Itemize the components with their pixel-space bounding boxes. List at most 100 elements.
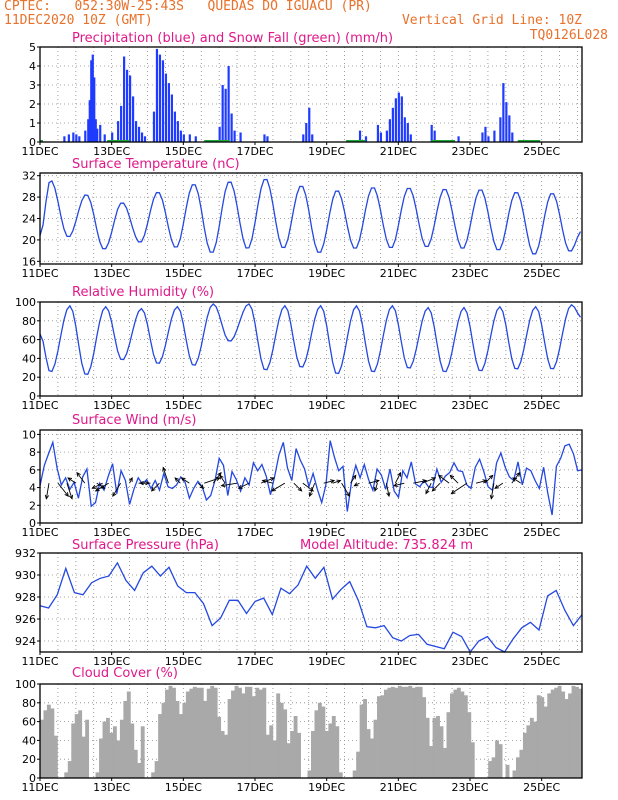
cloud-ytick-label: 60 bbox=[22, 716, 36, 729]
cloud-ytick-label: 0 bbox=[29, 772, 36, 785]
wind-arrow bbox=[112, 482, 122, 497]
precip-bar bbox=[182, 134, 185, 142]
wind-xtick-label: 13DEC bbox=[93, 526, 130, 539]
cloud-bar bbox=[314, 710, 319, 778]
pressure-xtick-label: 15DEC bbox=[165, 655, 202, 668]
cloud-bar bbox=[307, 770, 312, 778]
wind-arrow bbox=[350, 475, 357, 484]
wind-arrow-head bbox=[64, 492, 69, 497]
precip-xtick-label: 17DEC bbox=[236, 145, 273, 158]
cloud-bar bbox=[380, 695, 385, 778]
cloud-bar bbox=[373, 719, 378, 778]
cloud-bar bbox=[575, 686, 579, 778]
precip-bar bbox=[230, 113, 233, 142]
cloud-bar bbox=[404, 686, 409, 778]
cloud-bar bbox=[244, 686, 249, 778]
header-station: CPTEC: 052:30W-25:43S QUEDAS DO IGUACU (… bbox=[4, 0, 372, 14]
header-datetime: 11DEC2020 10Z (GMT) bbox=[4, 13, 153, 28]
wind-arrow bbox=[262, 480, 274, 484]
cloud-xtick-label: 11DEC bbox=[21, 781, 58, 794]
wind-arrow bbox=[449, 475, 459, 484]
wind-arrow bbox=[260, 477, 275, 484]
precip-bar bbox=[391, 107, 394, 142]
precip-bar bbox=[481, 132, 484, 142]
precip-bar bbox=[394, 98, 397, 142]
wind-arrow bbox=[451, 482, 468, 494]
precip-bar bbox=[88, 100, 91, 142]
precip-bar bbox=[358, 130, 362, 142]
wind-arrow bbox=[385, 483, 390, 497]
precip-bar bbox=[161, 60, 165, 142]
precip-bar bbox=[152, 111, 156, 142]
wind-arrow-head bbox=[162, 466, 167, 472]
cloud-ytick-label: 100 bbox=[15, 678, 36, 691]
precip-bar bbox=[266, 136, 269, 142]
cloud-bar bbox=[293, 715, 298, 778]
precip-bar bbox=[400, 96, 403, 142]
rh-xtick-label: 15DEC bbox=[165, 399, 202, 412]
wind-arrow-head bbox=[269, 477, 275, 482]
wind-arrow-head bbox=[219, 474, 224, 480]
precip-bar bbox=[167, 83, 171, 142]
precip-bar bbox=[94, 119, 97, 142]
cloud-bar bbox=[324, 731, 329, 778]
wind-arrow-head bbox=[374, 479, 380, 484]
precip-bar bbox=[111, 132, 114, 142]
cloud-bar bbox=[321, 706, 326, 778]
wind-xtick-label: 17DEC bbox=[236, 526, 273, 539]
precip-bar bbox=[126, 69, 129, 142]
cloud-bar bbox=[557, 685, 562, 778]
wind-arrow-head bbox=[199, 484, 205, 490]
precip-bar bbox=[67, 134, 70, 142]
pressure-ytick-label: 932 bbox=[15, 547, 36, 560]
cloud-bar bbox=[425, 717, 430, 778]
cloud-bar bbox=[456, 687, 461, 778]
precip-bar bbox=[233, 130, 236, 142]
precip-title: Precipitation (blue) and Snow Fall (gree… bbox=[72, 31, 393, 46]
precip-bar bbox=[143, 136, 147, 142]
wind-arrow-head bbox=[386, 492, 391, 498]
temp-xtick-label: 11DEC bbox=[21, 267, 58, 280]
wind-arrow bbox=[212, 472, 222, 484]
pressure-xtick-label: 11DEC bbox=[21, 655, 58, 668]
wind-xtick-label: 21DEC bbox=[380, 526, 417, 539]
rh-xtick-label: 11DEC bbox=[21, 399, 58, 412]
cloud-bar bbox=[272, 740, 277, 778]
precip-xtick-label: 15DEC bbox=[165, 145, 202, 158]
wind-title: Surface Wind (m/s) bbox=[72, 413, 196, 428]
pressure-frame bbox=[39, 552, 583, 653]
cloud-bar bbox=[182, 702, 187, 778]
wind-arrow bbox=[341, 482, 350, 497]
cloud-bar bbox=[366, 729, 371, 778]
cloud-bar bbox=[411, 687, 416, 778]
wind-arrow-head bbox=[431, 487, 437, 492]
precip-bar bbox=[308, 107, 311, 142]
cloud-bar bbox=[408, 685, 413, 778]
wind-arrow-head bbox=[392, 482, 398, 487]
cloud-bar bbox=[488, 761, 493, 778]
cloud-bar bbox=[377, 696, 381, 778]
cloud-bar bbox=[102, 721, 107, 778]
rh-xtick-label: 17DEC bbox=[236, 399, 273, 412]
precip-frame bbox=[39, 46, 583, 143]
wind-ytick-label: 10 bbox=[22, 428, 36, 441]
cloud-bar bbox=[328, 723, 333, 778]
wind-arrow-head bbox=[128, 477, 133, 482]
cloud-bar bbox=[78, 710, 83, 778]
wind-arrow bbox=[95, 482, 109, 492]
cloud-bar bbox=[363, 699, 367, 778]
precip-bar bbox=[376, 124, 380, 142]
cloud-xtick-label: 19DEC bbox=[308, 781, 345, 794]
wind-xtick-label: 11DEC bbox=[21, 526, 58, 539]
wind-arrow bbox=[92, 482, 103, 489]
temp-ytick-label: 16 bbox=[22, 255, 36, 268]
cloud-bar bbox=[140, 726, 145, 778]
cloud-frame bbox=[39, 683, 583, 779]
wind-arrow-head bbox=[67, 477, 73, 482]
cloud-bar bbox=[439, 726, 444, 778]
pressure-xtick-label: 17DEC bbox=[236, 655, 273, 668]
wind-arrow bbox=[45, 483, 50, 499]
cloud-bar bbox=[248, 686, 253, 778]
precip-bar bbox=[96, 128, 99, 142]
